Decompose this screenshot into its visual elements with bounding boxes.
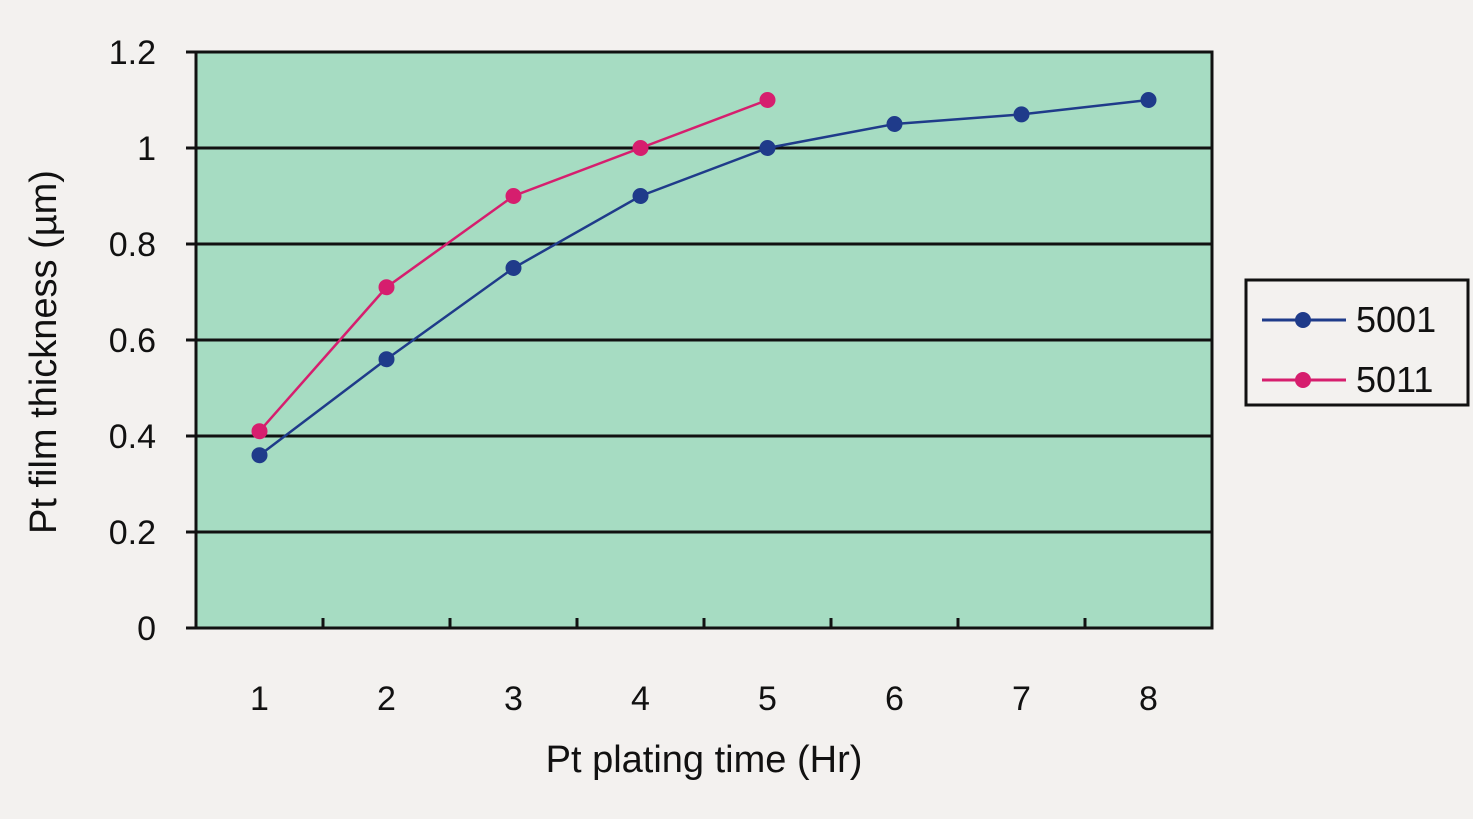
legend-box <box>1244 278 1470 407</box>
data-point <box>251 423 268 440</box>
y-tick-label: 0.6 <box>109 322 156 360</box>
gridlines <box>196 146 1212 534</box>
y-axis-title: Pt film thickness (µm) <box>23 170 65 534</box>
data-point <box>759 140 776 156</box>
x-tick-label: 7 <box>1012 680 1031 718</box>
x-tick-label: 2 <box>377 680 396 718</box>
series-line <box>258 98 1149 457</box>
series-5011 <box>251 92 776 440</box>
data-point <box>886 116 903 132</box>
y-tick-label: 0.2 <box>109 514 156 552</box>
data-point <box>251 447 268 464</box>
legend-label: 5001 <box>1356 299 1436 340</box>
legend-marker <box>1295 312 1311 328</box>
data-point <box>1013 106 1030 123</box>
x-tick-label: 4 <box>631 680 650 718</box>
x-tick-labels: 1 2 3 4 5 6 7 8 <box>250 680 1158 718</box>
data-point <box>378 279 395 296</box>
series-5001 <box>251 92 1157 464</box>
series-layer <box>251 92 1157 464</box>
data-point <box>378 351 395 368</box>
axes <box>186 50 1087 630</box>
y-tick-label: 0.4 <box>109 418 156 456</box>
y-tick-labels: 0 0.2 0.4 0.6 0.8 1 1.2 <box>109 34 156 648</box>
y-tick-label: 0 <box>137 610 156 648</box>
data-point <box>759 92 776 108</box>
y-tick-label: 0.8 <box>109 226 156 264</box>
x-tick-label: 6 <box>885 680 904 718</box>
x-tick-label: 3 <box>504 680 523 718</box>
y-tick-label: 1.2 <box>109 34 156 72</box>
x-tick-label: 5 <box>758 680 777 718</box>
legend-marker <box>1295 372 1311 388</box>
x-tick-label: 8 <box>1139 680 1158 718</box>
x-axis-title: Pt plating time (Hr) <box>546 739 863 781</box>
data-point <box>1140 92 1157 108</box>
legend-label: 5011 <box>1356 359 1433 400</box>
data-point <box>632 188 649 204</box>
data-point <box>505 188 522 204</box>
x-tick-label: 1 <box>250 680 269 718</box>
legend: 5001 5011 <box>1244 278 1470 407</box>
y-tick-label: 1 <box>137 130 156 168</box>
data-point <box>505 260 522 276</box>
data-point <box>632 140 649 156</box>
